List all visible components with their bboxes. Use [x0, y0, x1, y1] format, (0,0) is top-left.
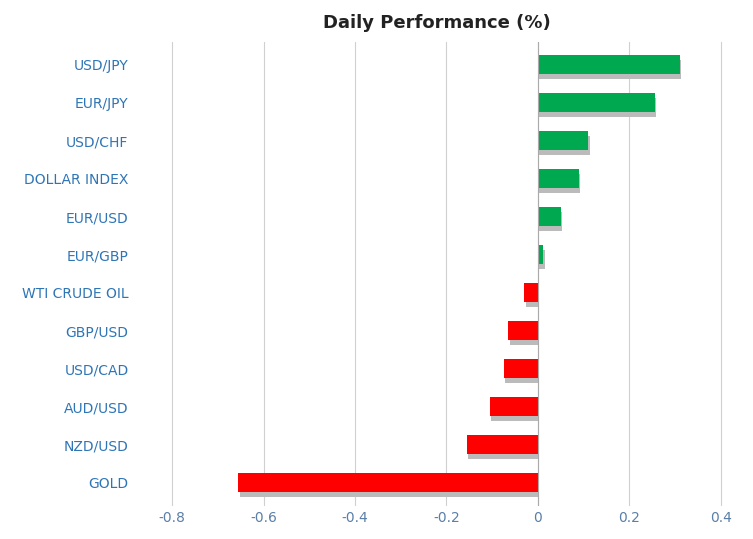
Bar — [510, 326, 539, 345]
Bar — [538, 131, 588, 150]
Bar — [526, 288, 539, 307]
Bar — [539, 212, 562, 231]
Title: Daily Performance (%): Daily Performance (%) — [324, 14, 551, 32]
Bar — [538, 55, 680, 74]
Bar — [490, 397, 538, 416]
Bar — [504, 359, 538, 378]
Bar — [538, 169, 579, 188]
Bar — [539, 174, 581, 193]
Bar — [538, 207, 561, 226]
Bar — [508, 321, 538, 340]
Bar — [467, 435, 538, 454]
Bar — [538, 245, 544, 264]
Bar — [239, 473, 538, 492]
Bar — [524, 283, 538, 302]
Bar — [491, 402, 539, 421]
Bar — [239, 478, 539, 497]
Bar — [539, 136, 590, 155]
Bar — [539, 250, 544, 269]
Bar — [538, 93, 654, 112]
Bar — [539, 60, 681, 79]
Bar — [468, 440, 539, 459]
Bar — [539, 98, 656, 116]
Bar — [505, 364, 539, 383]
